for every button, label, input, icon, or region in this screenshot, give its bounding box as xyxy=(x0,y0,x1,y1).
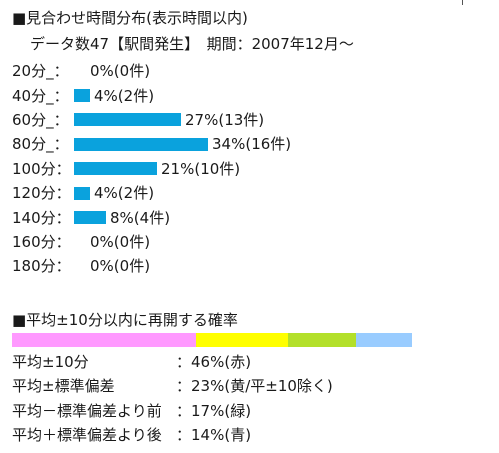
distribution-chart: 20分_： 0%(0件) 40分_： 4%(2件) 60分_： 27%(13件) 80分_：… xyxy=(12,59,291,279)
category-label: 40分_： xyxy=(12,86,69,105)
value-label: 21%(10件) xyxy=(161,159,241,178)
chart-row: 160分： 0%(0件) xyxy=(12,230,291,254)
category-label: 160分： xyxy=(12,232,71,251)
value-label: 4%(2件) xyxy=(94,184,155,203)
value-label: 34%(16件) xyxy=(212,135,292,154)
stat-value: ：14%(青) xyxy=(176,426,252,445)
probability-segment xyxy=(12,333,196,347)
category-label: 100分： xyxy=(12,159,71,178)
bar xyxy=(74,162,157,176)
probability-stats: 平均±10分 ：46%(赤) 平均±標準偏差 ：23%(黄/平±10除く) 平均－標準偏… xyxy=(12,350,333,447)
stat-value: ：17%(緑) xyxy=(176,401,252,420)
stat-label: 平均±標準偏差 xyxy=(12,377,115,396)
distribution-subtitle: データ数47【駅間発生】 期間：2007年12月～ xyxy=(30,35,354,53)
category-label: 120分： xyxy=(12,184,71,203)
probability-title: ■平均±10分以内に再開する確率 xyxy=(12,311,238,329)
category-label: 180分： xyxy=(12,257,71,276)
probability-segment xyxy=(288,333,356,347)
chart-row: 40分_： 4%(2件) xyxy=(12,83,291,107)
chart-row: 60分_： 27%(13件) xyxy=(12,108,291,132)
stat-label: 平均＋標準偏差より後 xyxy=(12,426,162,445)
bar xyxy=(74,113,181,127)
chart-row: 80分_： 34%(16件) xyxy=(12,132,291,156)
chart-row: 120分： 4%(2件) xyxy=(12,181,291,205)
probability-segment xyxy=(196,333,288,347)
corner-mark xyxy=(462,0,463,5)
category-label: 80分_： xyxy=(12,135,69,154)
value-label: 0%(0件) xyxy=(90,257,151,276)
value-label: 0%(0件) xyxy=(90,62,151,81)
stat-value: ：46%(赤) xyxy=(176,353,252,372)
bar xyxy=(74,89,90,103)
probability-segment xyxy=(356,333,412,347)
stat-label: 平均－標準偏差より前 xyxy=(12,401,162,420)
bar xyxy=(74,186,90,200)
value-label: 0%(0件) xyxy=(90,232,151,251)
value-label: 27%(13件) xyxy=(185,110,265,129)
category-label: 20分_： xyxy=(12,62,69,81)
stat-row: 平均＋標準偏差より後 ：14%(青) xyxy=(12,423,333,447)
chart-row: 180分： 0%(0件) xyxy=(12,254,291,278)
stat-row: 平均±標準偏差 ：23%(黄/平±10除く) xyxy=(12,374,333,398)
value-label: 8%(4件) xyxy=(110,208,171,227)
chart-row: 140分： 8%(4件) xyxy=(12,205,291,229)
stat-row: 平均±10分 ：46%(赤) xyxy=(12,350,333,374)
distribution-title: ■見合わせ時間分布(表示時間以内) xyxy=(12,9,248,27)
stat-row: 平均－標準偏差より前 ：17%(緑) xyxy=(12,399,333,423)
value-label: 4%(2件) xyxy=(94,86,155,105)
stat-value: ：23%(黄/平±10除く) xyxy=(176,377,333,396)
chart-row: 100分： 21%(10件) xyxy=(12,157,291,181)
stat-label: 平均±10分 xyxy=(12,353,89,372)
category-label: 60分_： xyxy=(12,110,69,129)
bar xyxy=(74,211,106,225)
chart-row: 20分_： 0%(0件) xyxy=(12,59,291,83)
category-label: 140分： xyxy=(12,208,71,227)
bar xyxy=(74,137,208,151)
probability-bar xyxy=(12,333,412,347)
